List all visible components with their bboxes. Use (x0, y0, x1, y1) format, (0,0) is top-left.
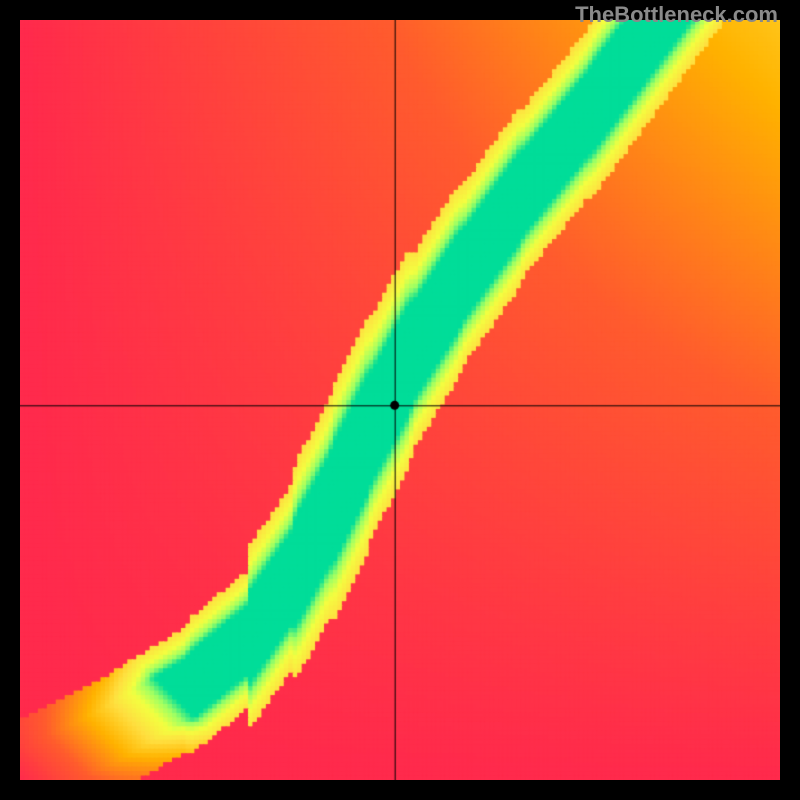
bottleneck-heatmap (20, 20, 780, 780)
stage: TheBottleneck.com (0, 0, 800, 800)
watermark-text: TheBottleneck.com (575, 2, 778, 28)
